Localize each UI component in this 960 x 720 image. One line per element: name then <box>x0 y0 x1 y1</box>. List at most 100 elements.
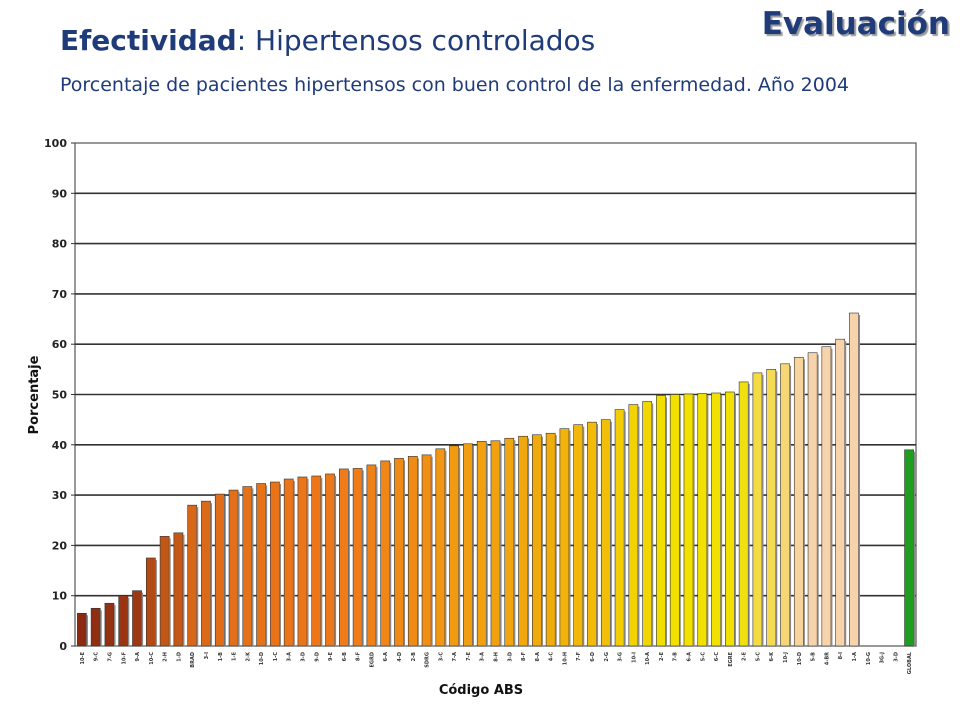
bar-shadow <box>141 592 144 646</box>
bar <box>338 468 349 647</box>
bar-shadow <box>486 443 488 646</box>
bar <box>270 481 280 647</box>
bar <box>532 434 542 647</box>
bar-shadow <box>651 403 654 646</box>
bar-shadow <box>817 354 819 646</box>
bar-shadow <box>665 397 667 646</box>
x-tick-label: 2-G <box>604 652 610 662</box>
bar-shadow <box>265 485 268 646</box>
x-tick-label: 7-G <box>107 652 113 662</box>
bar <box>449 445 459 647</box>
y-axis-label: Porcentaje <box>27 355 42 434</box>
bar-shadow <box>596 424 599 646</box>
x-tick-label: 5-C <box>700 652 706 662</box>
bar <box>352 468 363 647</box>
bar <box>325 473 335 647</box>
x-tick-label: 7-F <box>576 652 582 661</box>
x-tick-label: 7-A <box>452 652 458 662</box>
x-tick-label: 10-G <box>866 652 872 665</box>
bar-shadow <box>182 534 185 646</box>
bar-shadow <box>637 406 640 646</box>
bar <box>780 363 790 647</box>
bar-shadow <box>114 605 116 646</box>
x-tick-label: 4-D <box>397 652 403 662</box>
bar <box>793 356 804 647</box>
bar-shadow <box>472 445 474 646</box>
bar-shadow <box>458 447 461 646</box>
bar <box>642 401 653 647</box>
y-tick-label: 0 <box>59 640 67 653</box>
y-axis-ticks: 0 10 20 30 40 50 60 70 80 90 100 <box>44 137 75 653</box>
bar-shadow <box>748 383 750 646</box>
bar-shadow <box>417 458 419 646</box>
x-tick-label: 10-I <box>631 652 637 663</box>
x-tick-label: 2-K <box>245 651 251 662</box>
bar-shadow <box>127 597 130 646</box>
x-tick-label: 10-D <box>797 652 803 665</box>
y-tick-label: 100 <box>44 137 67 150</box>
x-tick-label: 1-D <box>176 652 182 662</box>
x-tick-label: 3G-J <box>880 652 886 664</box>
bar <box>173 532 184 647</box>
x-tick-label: 2-H <box>163 652 169 662</box>
bar-shadow <box>513 440 516 646</box>
bar <box>90 607 101 647</box>
x-tick-label: 3-G <box>618 652 624 662</box>
x-tick-label: 10-F <box>121 652 127 664</box>
bar <box>807 352 818 647</box>
bar <box>628 404 639 647</box>
bar-shadow <box>251 488 254 646</box>
bar-shadow <box>279 484 281 646</box>
bar <box>463 443 473 647</box>
y-tick-label: 60 <box>52 338 68 351</box>
x-tick-label: EGRD <box>369 652 375 668</box>
bar-shadow <box>431 456 433 646</box>
x-tick-label: 6-K <box>769 651 775 662</box>
x-tick-label: 9-A <box>135 652 141 662</box>
bar-shadow <box>293 481 295 646</box>
bar-shadow <box>541 436 543 646</box>
x-tick-label: 10-E <box>80 651 86 664</box>
bar-shadow <box>196 507 199 646</box>
bar <box>421 454 432 647</box>
section-label: Evaluación <box>761 6 950 42</box>
x-tick-label: 3-A <box>480 652 486 662</box>
bar-shadow <box>86 615 88 646</box>
bar <box>187 504 198 647</box>
x-tick-label: 1-C <box>273 652 279 662</box>
bar <box>683 393 694 647</box>
bar <box>669 394 680 647</box>
x-tick-label: 8-F <box>356 652 362 661</box>
x-tick-label: 9-E <box>328 651 334 661</box>
bar <box>77 612 87 647</box>
bar <box>435 448 446 647</box>
bar-shadow <box>789 365 792 646</box>
bar-shadow <box>348 470 350 646</box>
bar <box>697 393 708 647</box>
x-axis-label: Código ABS <box>439 683 523 698</box>
bar-shadow <box>720 394 723 646</box>
x-tick-label: 7-E <box>466 651 472 661</box>
bar-shadow <box>775 371 778 646</box>
x-tick-label: 5-C <box>755 652 761 662</box>
x-tick-label: 4-BR <box>824 652 830 665</box>
bar <box>518 435 528 647</box>
x-tick-label: 6-C <box>714 652 720 662</box>
x-tick-label: SDRG <box>425 652 431 668</box>
bar-shadow <box>706 395 709 646</box>
x-tick-label: 3-D <box>893 652 899 662</box>
bar-shadow <box>100 610 102 646</box>
bar-shadow <box>169 538 171 646</box>
bar <box>849 312 859 647</box>
x-tick-label: 3-I <box>204 652 210 660</box>
bar-global <box>904 449 914 647</box>
bar <box>587 421 597 647</box>
x-tick-label: 10-A <box>645 652 651 665</box>
bar <box>283 478 294 647</box>
bar <box>214 493 225 647</box>
bar-shadow <box>693 396 695 646</box>
x-tick-label: 3-D <box>300 652 306 662</box>
bar-shadow <box>568 430 571 646</box>
bar-shadow <box>858 315 861 646</box>
bar <box>711 392 721 647</box>
